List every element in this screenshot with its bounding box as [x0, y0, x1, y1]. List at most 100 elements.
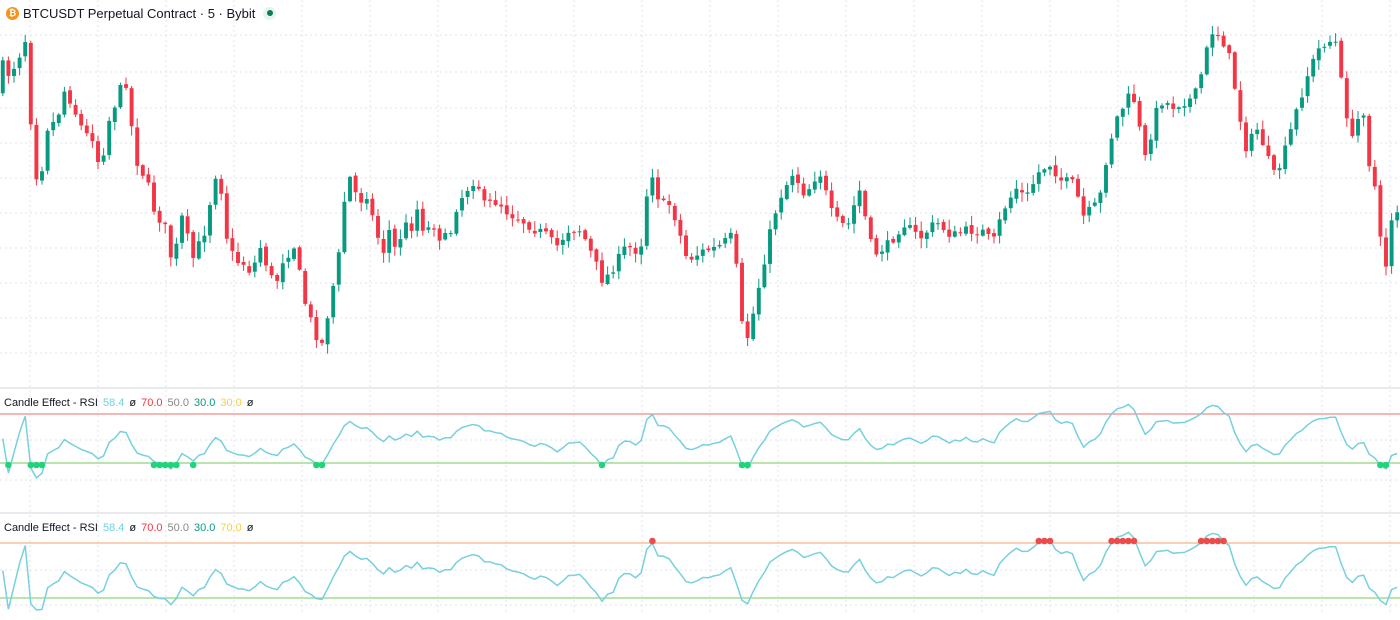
candle-body	[1283, 145, 1288, 170]
candle-body	[219, 178, 224, 194]
indicator-title[interactable]: Candle Effect - RSI	[4, 397, 98, 409]
candle-body	[34, 124, 39, 180]
candle-body	[1104, 165, 1108, 193]
rsi-value: 58.4	[102, 522, 125, 534]
candle-body	[1064, 177, 1069, 182]
candle-body	[230, 238, 235, 251]
candle-body	[96, 141, 100, 163]
candle-body	[633, 247, 638, 254]
candle-body	[465, 190, 470, 197]
candle-body	[555, 238, 560, 246]
candle-body	[118, 84, 123, 108]
candle-body	[454, 211, 459, 234]
rsi-signal-dot	[1113, 537, 1121, 545]
candle-body	[1288, 129, 1293, 145]
candle-body	[157, 210, 162, 223]
candle-body	[975, 234, 980, 236]
rsi-pane-1-legend[interactable]: Candle Effect - RSI 58.4 ø 70.0 50.0 30.…	[4, 395, 254, 411]
candle-body	[191, 232, 196, 258]
rsi-signal-markers	[5, 461, 1390, 545]
candle-body	[835, 207, 840, 217]
candle-body	[1232, 52, 1237, 89]
rsi-signal-dot	[189, 461, 197, 469]
candle-body	[6, 60, 11, 76]
rsi-pane-2-series[interactable]	[2, 531, 1398, 611]
rsi-signal-dot	[1209, 537, 1216, 545]
candle-body	[728, 232, 733, 239]
candle-body	[1048, 166, 1052, 170]
candle-body	[840, 216, 845, 224]
candle-body	[1160, 105, 1164, 109]
symbol-legend[interactable]: ₿ BTCUSDT Perpetual Contract · 5 · Bybit	[6, 4, 277, 22]
indicator-title[interactable]: Candle Effect - RSI	[4, 522, 98, 534]
candle-body	[499, 204, 504, 207]
rsi-signal-dot	[173, 461, 180, 469]
candle-body	[779, 197, 784, 213]
candle-body	[353, 175, 358, 193]
candle-body	[1165, 103, 1170, 105]
candlestick-series[interactable]	[0, 26, 1400, 354]
candle-body	[516, 219, 520, 221]
candle-body	[639, 246, 644, 255]
candle-body	[1120, 108, 1125, 117]
candle-body	[908, 225, 912, 228]
candle-body	[460, 198, 464, 211]
candle-body	[1036, 172, 1041, 184]
rsi-signal-dot	[1197, 537, 1205, 545]
midline-value: 50.0	[167, 397, 189, 409]
candle-body	[146, 174, 151, 183]
candle-body	[196, 241, 201, 259]
candle-body	[1216, 35, 1220, 37]
candle-body	[572, 231, 576, 233]
candle-body	[812, 181, 817, 190]
candle-body	[1350, 118, 1355, 136]
candle-body	[79, 113, 84, 126]
candle-body	[706, 248, 711, 251]
candle-body	[863, 190, 868, 217]
pane-separators[interactable]	[0, 387, 1400, 514]
candle-body	[891, 238, 896, 243]
rsi-signal-dot	[161, 461, 169, 469]
candle-body	[1081, 196, 1086, 216]
candle-body	[1020, 190, 1024, 193]
candle-body	[874, 238, 879, 255]
candle-body	[62, 91, 67, 115]
overbought-value: 70.0	[141, 397, 163, 409]
candle-body	[370, 198, 375, 216]
candle-body	[801, 183, 806, 196]
candle-body	[773, 213, 778, 230]
candle-body	[1300, 97, 1304, 108]
candle-body	[112, 107, 117, 123]
candle-body	[12, 68, 16, 77]
rsi-pane-1-series[interactable]	[2, 403, 1398, 479]
candle-body	[829, 190, 834, 208]
candle-body	[672, 205, 677, 221]
candle-body	[493, 200, 498, 205]
candle-body	[101, 155, 106, 162]
candle-body	[471, 185, 476, 192]
candle-body	[45, 130, 50, 171]
candle-body	[280, 263, 285, 283]
candle-body	[1087, 206, 1092, 216]
candle-body	[1014, 188, 1019, 199]
candle-body	[258, 247, 263, 263]
signal-level-value: 30.0	[220, 397, 242, 409]
candle-body	[1182, 106, 1187, 108]
candle-body	[549, 229, 554, 238]
candle-body	[1143, 125, 1148, 156]
na-symbol: ø	[246, 522, 254, 534]
candle-body	[818, 176, 823, 183]
candle-body	[1294, 109, 1299, 130]
symbol-title[interactable]: BTCUSDT Perpetual Contract · 5 · Bybit	[23, 5, 256, 21]
candle-body	[1053, 165, 1058, 177]
market-open-status-icon[interactable]	[263, 6, 277, 20]
candle-body	[1244, 122, 1248, 152]
candle-body	[1305, 76, 1310, 97]
rsi-pane-2-legend[interactable]: Candle Effect - RSI 58.4 ø 70.0 50.0 30.…	[4, 520, 254, 536]
candle-body	[790, 175, 795, 186]
rsi-level-lines	[0, 413, 1400, 599]
candle-body	[1378, 185, 1383, 237]
rsi-signal-dot	[1041, 537, 1048, 545]
